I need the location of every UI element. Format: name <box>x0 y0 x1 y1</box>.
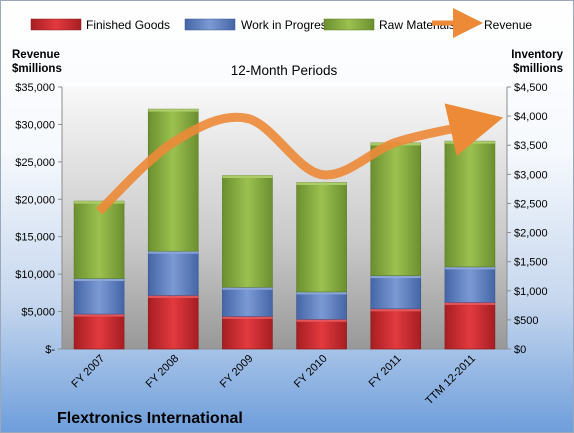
right-tick-label: $0 <box>514 344 526 356</box>
chart-title: 12-Month Periods <box>231 63 338 78</box>
plot-area <box>62 87 507 349</box>
bar-work-in-progress-fy-2010 <box>296 291 347 320</box>
right-tick-label: $2,000 <box>514 228 548 240</box>
legend-label-revenue: Revenue <box>484 18 532 32</box>
bar-work-in-progress-fy-2008 <box>147 250 199 296</box>
bars <box>73 108 496 350</box>
bar-cap-finished-goods-fy-2008 <box>148 295 199 298</box>
left-tick-label: $30,000 <box>15 119 55 131</box>
bar-raw-materials-fy-2009 <box>222 175 273 288</box>
left-axis-title-line2: $millions <box>12 63 62 75</box>
category-label-fy-2009: FY 2009 <box>218 353 256 391</box>
left-axis: $- $5,000 $10,000 $15,000 $20,000 $25,000 $30,… <box>15 82 507 356</box>
category-label-fy-2007: FY 2007 <box>69 353 107 391</box>
bar-cap-raw-materials-fy-2008 <box>148 109 199 112</box>
right-tick-label: $3,000 <box>514 169 548 181</box>
legend-item-finished-goods: Finished Goods <box>30 18 170 32</box>
bar-cap-finished-goods-fy-2009 <box>222 316 273 319</box>
bar-cap-work-in-progress-fy-2008 <box>148 251 199 254</box>
bar-cap-raw-materials-fy-2009 <box>222 175 273 178</box>
bar-cap-raw-materials-fy-2010 <box>296 182 347 185</box>
legend-label-finished-goods: Finished Goods <box>86 18 170 32</box>
bar-finished-goods-fy-2007 <box>73 313 125 350</box>
left-tick-label: $5,000 <box>21 307 55 319</box>
category-label-fy-2011: FY 2011 <box>367 353 404 390</box>
right-tick-label: $3,500 <box>514 140 548 152</box>
bar-finished-goods-fy-2010 <box>296 319 347 350</box>
bar-finished-goods-fy-2009 <box>222 316 273 350</box>
legend-item-revenue: Revenue <box>432 8 532 38</box>
left-tick-label: $20,000 <box>15 194 55 206</box>
bar-finished-goods-fy-2011 <box>370 308 422 350</box>
right-tick-label: $500 <box>514 315 538 327</box>
bar-cap-work-in-progress-ttm-12-2011 <box>444 266 495 270</box>
category-axis: FY 2007 FY 2008 FY 2009 FY 2010 FY 2011 TTM 1… <box>69 353 478 408</box>
category-label-fy-2010: FY 2010 <box>292 353 330 391</box>
right-tick-label: $1,000 <box>514 286 548 298</box>
bar-cap-finished-goods-fy-2007 <box>74 314 125 317</box>
bar-finished-goods-ttm-12-2011 <box>444 302 496 350</box>
company-name: Flextronics International <box>57 410 243 427</box>
revenue-line <box>95 103 504 215</box>
right-axis-title-line1: Inventory <box>511 49 563 61</box>
right-tick-label: $2,500 <box>514 198 548 210</box>
bar-cap-finished-goods-fy-2010 <box>296 319 347 322</box>
left-axis-title-line1: Revenue <box>12 49 60 61</box>
bar-cap-raw-materials-ttm-12-2011 <box>444 141 495 144</box>
bar-raw-materials-ttm-12-2011 <box>444 140 496 268</box>
category-label-fy-2008: FY 2008 <box>144 353 182 391</box>
bar-work-in-progress-ttm-12-2011 <box>444 266 496 303</box>
bar-cap-work-in-progress-fy-2011 <box>370 275 421 279</box>
bar-cap-work-in-progress-fy-2009 <box>222 287 273 290</box>
left-tick-label: $35,000 <box>15 82 55 94</box>
right-tick-label: $4,500 <box>514 82 548 94</box>
bar-raw-materials-fy-2011 <box>370 142 422 276</box>
right-tick-label: $1,500 <box>514 257 548 269</box>
bar-work-in-progress-fy-2007 <box>73 278 125 315</box>
bar-finished-goods-fy-2008 <box>147 295 199 350</box>
left-tick-label: $25,000 <box>15 157 55 169</box>
right-axis-title-line2: $millions <box>513 63 563 75</box>
bar-raw-materials-fy-2010 <box>296 182 347 293</box>
category-label-ttm-12-2011: TTM 12-2011 <box>423 353 478 408</box>
legend-label-work-in-progress: Work in Progress <box>241 18 333 32</box>
right-axis: $0 $500 $1,000 $1,500 $2,000 $2,500 $3,000 $3,5… <box>506 82 548 356</box>
left-tick-label: $15,000 <box>15 232 55 244</box>
legend-item-work-in-progress: Work in Progress <box>184 18 333 32</box>
bar-cap-work-in-progress-fy-2007 <box>74 278 125 282</box>
bar-cap-raw-materials-fy-2007 <box>74 201 125 204</box>
bar-cap-finished-goods-ttm-12-2011 <box>444 302 495 305</box>
left-tick-label: $- <box>45 344 55 356</box>
bar-work-in-progress-fy-2011 <box>370 275 422 310</box>
bar-raw-materials-fy-2007 <box>73 200 125 279</box>
bar-work-in-progress-fy-2009 <box>222 286 273 317</box>
bar-cap-finished-goods-fy-2011 <box>370 308 421 312</box>
right-tick-label: $4,000 <box>514 111 548 123</box>
left-tick-label: $10,000 <box>15 269 55 281</box>
bar-cap-work-in-progress-fy-2010 <box>296 291 347 295</box>
legend: Finished Goods Work in Progress Raw Mate… <box>30 8 532 38</box>
